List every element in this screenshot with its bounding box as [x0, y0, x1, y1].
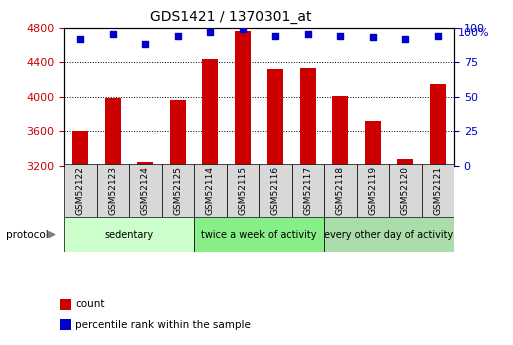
- Bar: [365, 121, 381, 166]
- Bar: [357, 164, 389, 217]
- Bar: [105, 98, 121, 166]
- Point: [206, 29, 214, 34]
- Bar: [96, 164, 129, 217]
- Bar: [300, 68, 316, 166]
- Bar: [137, 162, 153, 166]
- Bar: [162, 164, 194, 217]
- Text: GSM52121: GSM52121: [433, 166, 442, 215]
- Bar: [324, 217, 454, 252]
- Bar: [259, 164, 291, 217]
- Text: GSM52118: GSM52118: [336, 166, 345, 215]
- Bar: [72, 131, 89, 166]
- Bar: [291, 164, 324, 217]
- Text: count: count: [75, 299, 105, 309]
- Bar: [60, 299, 71, 310]
- Text: GDS1421 / 1370301_at: GDS1421 / 1370301_at: [150, 10, 311, 24]
- Bar: [234, 31, 251, 166]
- Text: GSM52120: GSM52120: [401, 166, 410, 215]
- Bar: [422, 164, 454, 217]
- Text: GSM52123: GSM52123: [108, 166, 117, 215]
- Bar: [64, 164, 96, 217]
- Point: [304, 32, 312, 37]
- Point: [271, 33, 280, 39]
- Text: GSM52125: GSM52125: [173, 166, 182, 215]
- Bar: [227, 164, 259, 217]
- Bar: [397, 159, 413, 166]
- Bar: [194, 164, 227, 217]
- Point: [433, 33, 442, 39]
- Point: [336, 33, 344, 39]
- Bar: [267, 69, 283, 166]
- Bar: [429, 83, 446, 166]
- Point: [401, 36, 409, 41]
- Bar: [194, 217, 324, 252]
- Point: [239, 26, 247, 32]
- Bar: [129, 164, 162, 217]
- Point: [369, 34, 377, 40]
- Point: [76, 36, 85, 41]
- Bar: [170, 100, 186, 166]
- Text: GSM52119: GSM52119: [368, 166, 377, 215]
- Text: every other day of activity: every other day of activity: [324, 230, 453, 239]
- Point: [141, 41, 149, 47]
- Point: [174, 33, 182, 39]
- Text: protocol: protocol: [6, 230, 49, 239]
- Text: sedentary: sedentary: [105, 230, 154, 239]
- Text: GSM52115: GSM52115: [239, 166, 247, 215]
- Text: twice a week of activity: twice a week of activity: [201, 230, 317, 239]
- Text: 100%: 100%: [458, 28, 489, 38]
- Text: GSM52116: GSM52116: [271, 166, 280, 215]
- Text: GSM52122: GSM52122: [76, 166, 85, 215]
- Bar: [389, 164, 422, 217]
- Bar: [64, 217, 194, 252]
- Bar: [60, 319, 71, 330]
- Text: GSM52124: GSM52124: [141, 166, 150, 215]
- Text: GSM52114: GSM52114: [206, 166, 215, 215]
- Text: percentile rank within the sample: percentile rank within the sample: [75, 320, 251, 329]
- Bar: [332, 96, 348, 166]
- Bar: [202, 59, 219, 166]
- Bar: [324, 164, 357, 217]
- Text: GSM52117: GSM52117: [303, 166, 312, 215]
- Point: [109, 32, 117, 37]
